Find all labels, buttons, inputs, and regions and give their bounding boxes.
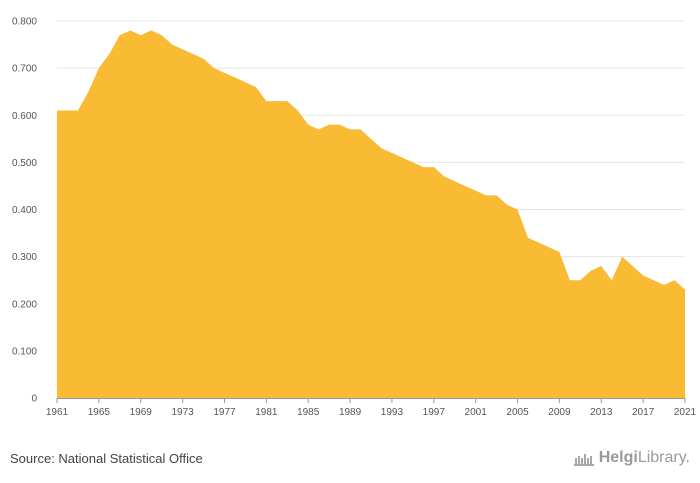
helgi-library-logo[interactable]: Helgi Library. xyxy=(573,449,690,467)
x-tick-label: 2021 xyxy=(674,407,697,418)
y-tick-labels: 0 0.100 0.200 0.300 0.400 0.500 0.600 0.700 0.80… xyxy=(12,17,37,405)
x-tick-label: 2001 xyxy=(465,407,488,418)
x-tick-label: 1993 xyxy=(381,407,404,418)
x-tick-label: 1969 xyxy=(130,407,153,418)
y-tick-label: 0.400 xyxy=(12,205,37,216)
y-tick-label: 0.600 xyxy=(12,111,37,122)
x-tick-label: 1985 xyxy=(297,407,320,418)
series-area xyxy=(57,30,685,399)
x-tick-label: 1977 xyxy=(213,407,236,418)
axes xyxy=(56,398,686,403)
x-tick-label: 1981 xyxy=(255,407,278,418)
x-tick-label: 1997 xyxy=(423,407,446,418)
x-tick-label: 2005 xyxy=(506,407,529,418)
y-tick-label: 0.100 xyxy=(12,346,37,357)
y-tick-label: 0.300 xyxy=(12,252,37,263)
x-tick-label: 1961 xyxy=(46,407,69,418)
logo-text-helgi: Helgi xyxy=(598,449,638,466)
area-series[interactable] xyxy=(57,30,685,399)
x-tick-label: 1973 xyxy=(171,407,194,418)
x-tick-label: 2017 xyxy=(632,407,655,418)
x-tick-label: 1989 xyxy=(339,407,362,418)
y-tick-label: 0.500 xyxy=(12,158,37,169)
x-tick-labels: 1961 1965 1969 1973 1977 1981 1985 1989 1993 1997… xyxy=(46,407,697,418)
y-tick-label: 0 xyxy=(31,394,37,405)
logo-text-library: Library. xyxy=(637,449,690,466)
x-tick-label: 2009 xyxy=(548,407,571,418)
y-tick-label: 0.800 xyxy=(12,17,37,28)
source-note: Source: National Statistical Office xyxy=(10,451,203,466)
area-chart: 0 0.100 0.200 0.300 0.400 0.500 0.600 0.700 0.80… xyxy=(12,17,697,419)
x-tick-label: 1965 xyxy=(88,407,111,418)
y-tick-label: 0.700 xyxy=(12,64,37,75)
x-tick-label: 2013 xyxy=(590,407,613,418)
library-building-icon xyxy=(573,454,594,466)
y-tick-label: 0.200 xyxy=(12,299,37,310)
